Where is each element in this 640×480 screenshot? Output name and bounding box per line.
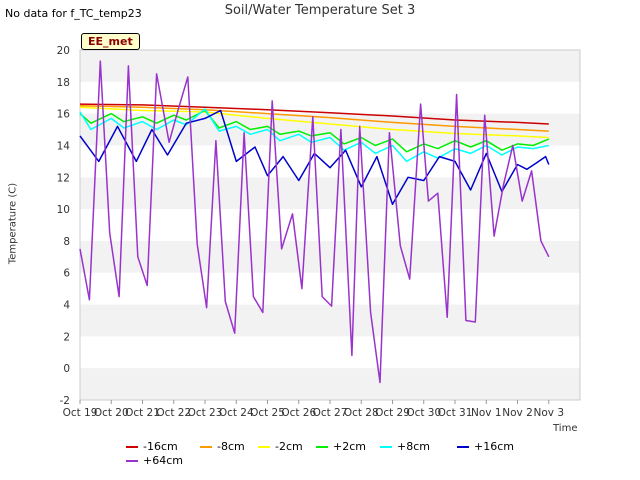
legend-item: +16cm xyxy=(457,440,514,453)
legend-item: -16cm xyxy=(126,440,178,453)
series-line-m16cm xyxy=(79,109,550,206)
legend-label: +8cm xyxy=(397,440,430,453)
legend-label: +2cm xyxy=(333,440,366,453)
x-axis-label: Time xyxy=(553,423,578,434)
x-tick-label: Oct 21 xyxy=(125,407,160,419)
x-tick-label: Nov 1 xyxy=(471,407,502,419)
legend-label: -16cm xyxy=(143,440,178,453)
x-tick-label: Oct 22 xyxy=(156,407,191,419)
y-tick-label: 14 xyxy=(57,140,71,152)
series-line-m16cm xyxy=(79,103,549,125)
y-tick-label: 0 xyxy=(63,363,70,375)
y-tick-label: 4 xyxy=(63,300,70,312)
x-tick-label: Oct 28 xyxy=(344,407,379,419)
y-tick-label: 2 xyxy=(63,331,70,343)
chart-title: Soil/Water Temperature Set 3 xyxy=(224,3,416,18)
grid-bands xyxy=(80,50,580,400)
x-tick-label: Oct 29 xyxy=(375,407,410,419)
legend-item: -8cm xyxy=(200,440,245,453)
x-tick-label: Oct 23 xyxy=(188,407,223,419)
legend-swatch xyxy=(457,446,469,448)
x-tick-label: Oct 31 xyxy=(438,407,473,419)
y-tick-label: 6 xyxy=(63,268,70,280)
x-tick-label: Oct 30 xyxy=(406,407,441,419)
y-tick-label: 16 xyxy=(57,109,71,121)
legend-item: +64cm xyxy=(126,454,183,467)
y-axis-ticks: -2 0 2 4 6 8 10 12 14 16 18 20 xyxy=(57,45,71,407)
x-tick-label: Oct 25 xyxy=(250,407,285,419)
legend-label: -8cm xyxy=(217,440,245,453)
no-data-message: No data for f_TC_temp23 xyxy=(5,7,142,20)
station-badge: EE_met xyxy=(81,33,140,50)
x-tick-label: Oct 19 xyxy=(63,407,98,419)
y-tick-label: 18 xyxy=(57,77,70,89)
x-tick-label: Oct 24 xyxy=(219,407,254,419)
legend-item: +2cm xyxy=(316,440,366,453)
grid-band xyxy=(80,304,580,337)
grid-band xyxy=(80,50,580,82)
grid-band xyxy=(80,177,580,210)
grid-band xyxy=(80,368,580,400)
x-tick-label: Oct 27 xyxy=(313,407,348,419)
legend-label: +16cm xyxy=(474,440,514,453)
y-axis-label: Temperature (C) xyxy=(7,182,19,265)
legend-swatch xyxy=(126,446,138,448)
series-line-m64cm xyxy=(79,60,550,384)
legend-label: +64cm xyxy=(143,454,183,467)
y-tick-label: -2 xyxy=(60,395,70,407)
y-tick-label: 8 xyxy=(63,236,70,248)
legend-swatch xyxy=(316,446,328,448)
x-tick-label: Oct 20 xyxy=(94,407,129,419)
legend-item: +8cm xyxy=(380,440,430,453)
grid-band xyxy=(80,113,580,146)
x-tick-label: Nov 2 xyxy=(502,407,533,419)
legend-item: -2cm xyxy=(258,440,303,453)
legend-swatch xyxy=(126,460,138,462)
legend-label: -2cm xyxy=(275,440,303,453)
y-tick-label: 20 xyxy=(57,45,70,57)
y-tick-label: 10 xyxy=(57,204,70,216)
x-tick-label: Nov 3 xyxy=(533,407,564,419)
y-tick-label: 12 xyxy=(57,172,70,184)
grid-band xyxy=(80,240,580,273)
x-tick-label: Oct 26 xyxy=(281,407,316,419)
series-lines xyxy=(79,60,550,384)
legend-swatch xyxy=(200,446,212,448)
legend-swatch xyxy=(258,446,270,448)
legend-swatch xyxy=(380,446,392,448)
